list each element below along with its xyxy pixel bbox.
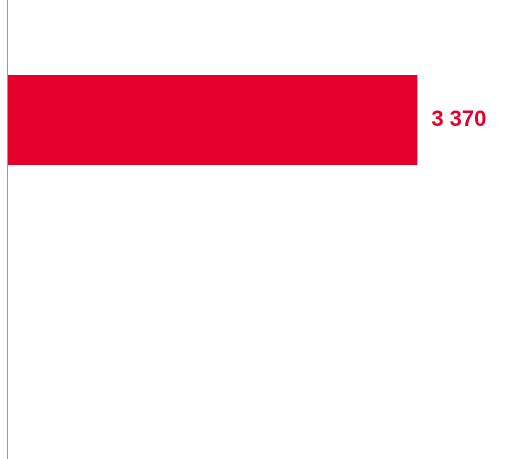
bar-series: 3 370 <box>8 75 486 165</box>
bar <box>8 75 418 165</box>
bar-value-label: 3 370 <box>431 106 486 131</box>
